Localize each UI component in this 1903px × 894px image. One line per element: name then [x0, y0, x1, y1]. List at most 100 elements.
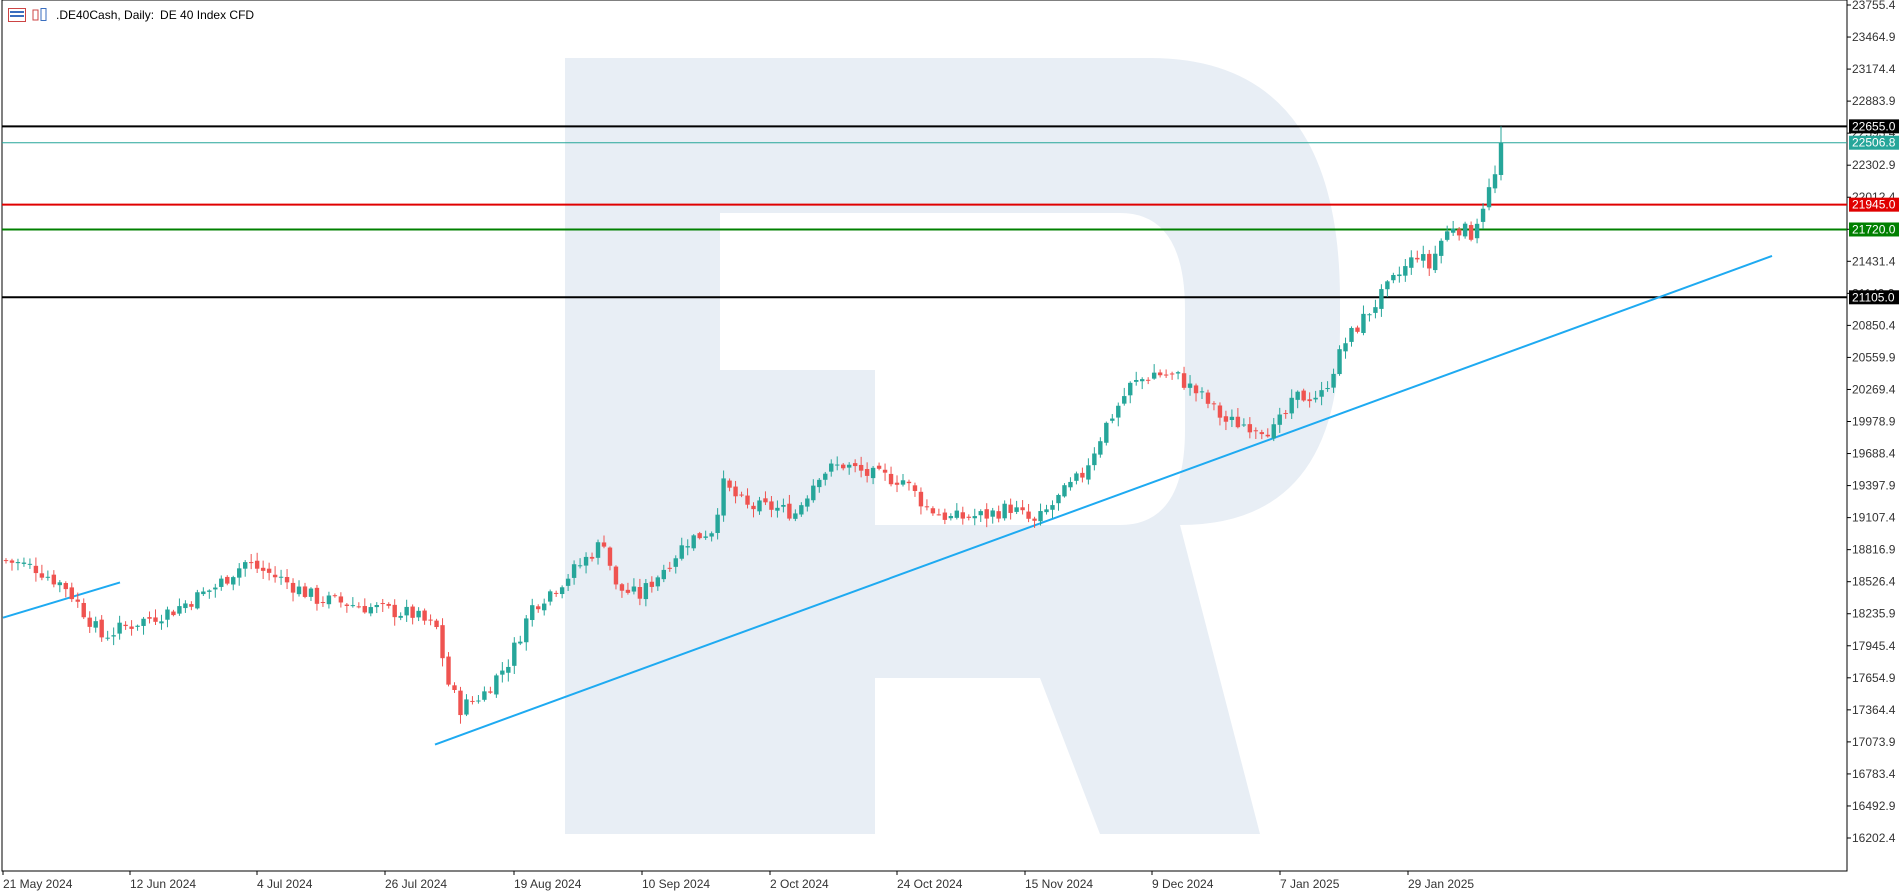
candle-body	[691, 535, 696, 549]
y-tick-label: 23174.4	[1852, 62, 1896, 76]
candle-body	[846, 464, 852, 468]
candle-body	[332, 595, 338, 597]
candle-body	[565, 578, 571, 586]
level-badge-label: 21720.0	[1852, 222, 1896, 236]
level-badge-label: 22655.0	[1852, 119, 1896, 133]
candle-body	[57, 582, 63, 586]
candle-body	[936, 514, 942, 516]
candle-body	[1157, 372, 1163, 376]
candle-body	[799, 505, 804, 515]
candle-body	[51, 574, 57, 585]
candle-body	[416, 610, 421, 618]
candle-body	[733, 486, 738, 497]
y-tick-label: 19688.4	[1852, 447, 1896, 461]
candle-body	[1456, 229, 1462, 236]
candle-body	[536, 606, 541, 610]
candle-body	[159, 621, 164, 624]
candle-body	[1050, 505, 1055, 510]
candle-body	[296, 586, 302, 595]
candle-body	[589, 556, 595, 559]
candle-body	[571, 564, 577, 578]
y-tick-label: 23464.9	[1852, 30, 1896, 44]
candle-body	[1205, 392, 1211, 404]
candle-body	[368, 607, 373, 614]
y-tick-label: 21431.4	[1852, 254, 1896, 268]
candle-body	[1044, 509, 1049, 513]
candle-body	[1169, 373, 1175, 375]
candle-body	[942, 512, 948, 520]
trendline-early[interactable]	[2, 581, 121, 619]
candle-body	[386, 603, 391, 606]
candle-body	[1295, 391, 1300, 400]
candle-body	[547, 591, 553, 602]
x-tick-label: 29 Jan 2025	[1408, 877, 1474, 891]
candle-body	[1193, 385, 1199, 394]
candle-body	[464, 699, 469, 715]
candle-body	[470, 700, 475, 702]
x-tick-label: 15 Nov 2024	[1025, 877, 1093, 891]
candle-body	[1486, 187, 1492, 208]
candles-icon[interactable]	[32, 8, 50, 22]
candle-body	[518, 641, 523, 644]
trendline-main[interactable]	[434, 255, 1773, 746]
candle-body	[446, 656, 451, 685]
candle-body	[1343, 343, 1348, 352]
candle-body	[960, 512, 965, 519]
candle-body	[577, 565, 583, 567]
candle-body	[1038, 511, 1043, 522]
candle-body	[177, 606, 182, 614]
candle-body	[1385, 281, 1390, 290]
candle-body	[81, 602, 86, 618]
candle-body	[793, 513, 798, 519]
x-tick-label: 4 Jul 2024	[257, 877, 313, 891]
y-tick-label: 18235.9	[1852, 607, 1896, 621]
candle-body	[1068, 481, 1073, 488]
candle-body	[1116, 405, 1121, 418]
x-tick-label: 2 Oct 2024	[770, 877, 829, 891]
candle-body	[697, 533, 702, 539]
candle-body	[679, 545, 684, 559]
x-tick-label: 10 Sep 2024	[642, 877, 710, 891]
candle-body	[703, 536, 708, 538]
candle-body	[404, 606, 409, 616]
candle-body	[1498, 142, 1504, 175]
candle-body	[709, 533, 714, 537]
candle-body	[171, 611, 176, 616]
candle-body	[380, 603, 385, 605]
candle-body	[1319, 390, 1324, 397]
candle-body	[392, 604, 397, 618]
y-tick-label: 17654.9	[1852, 671, 1896, 685]
y-tick-label: 18526.4	[1852, 575, 1896, 589]
candle-body	[637, 587, 643, 599]
candle-body	[1008, 504, 1013, 513]
candle-body	[1415, 257, 1420, 260]
y-tick-label: 22302.9	[1852, 158, 1896, 172]
candle-body	[721, 478, 726, 516]
candle-body	[553, 592, 559, 594]
candle-body	[542, 603, 547, 611]
candle-body	[45, 576, 51, 578]
candle-body	[900, 480, 906, 485]
candle-body	[350, 605, 356, 607]
candle-body	[1134, 380, 1139, 382]
candle-body	[21, 562, 27, 564]
candle-body	[254, 560, 260, 569]
candle-body	[201, 591, 206, 595]
candle-body	[876, 465, 882, 469]
bar-chart-icon[interactable]	[8, 8, 26, 22]
y-tick-label: 19107.4	[1852, 511, 1896, 525]
candle-body	[15, 562, 21, 564]
candle-body	[1241, 424, 1247, 426]
candle-body	[1367, 314, 1372, 316]
candle-body	[631, 586, 637, 592]
candle-body	[805, 498, 810, 507]
candle-body	[990, 510, 995, 517]
candle-body	[852, 463, 858, 467]
candle-body	[290, 582, 296, 593]
candle-body	[948, 515, 954, 519]
candle-body	[33, 565, 39, 574]
candle-body	[284, 576, 290, 583]
candle-body	[1444, 231, 1450, 240]
level-badge	[1849, 119, 1899, 134]
